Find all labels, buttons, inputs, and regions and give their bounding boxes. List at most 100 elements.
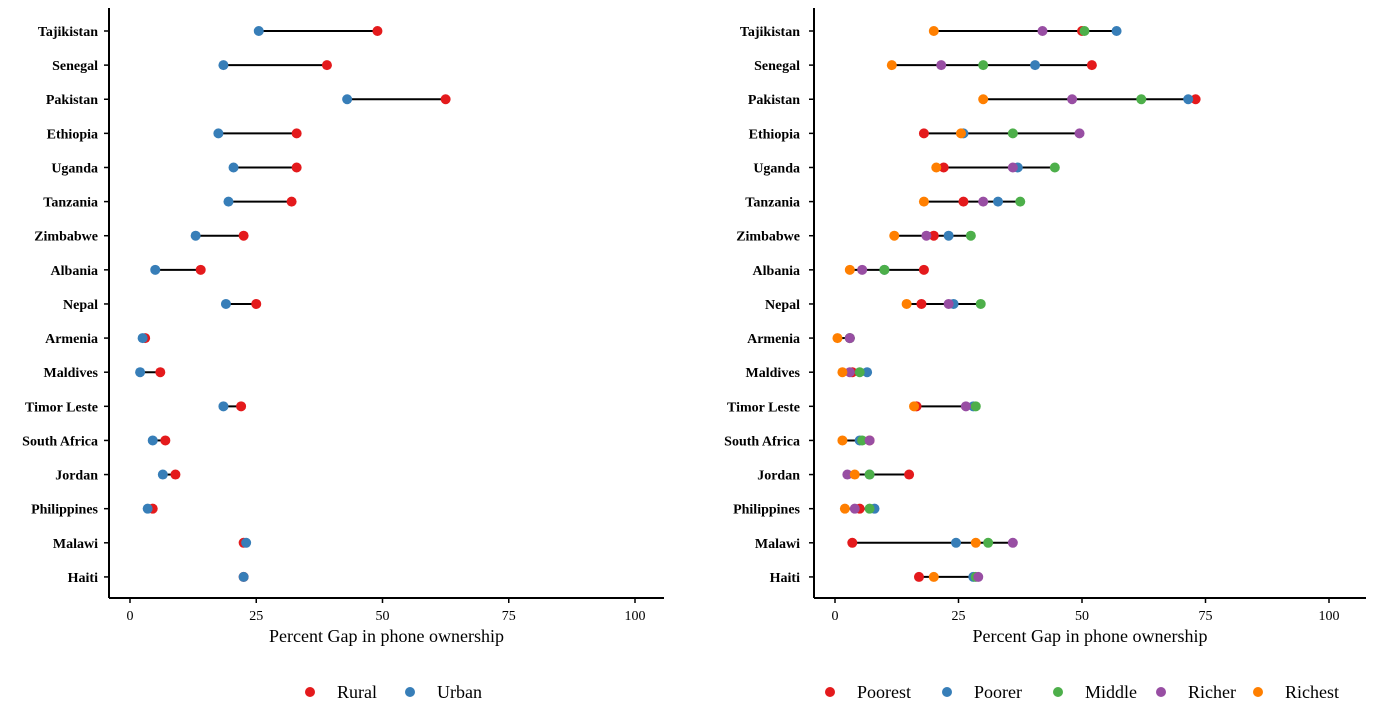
- point-richer: [857, 264, 868, 275]
- point-urban: [218, 401, 229, 412]
- data-points: [135, 26, 451, 582]
- point-richest: [970, 537, 981, 548]
- point-richest: [901, 298, 912, 309]
- x-tick-label: 100: [625, 609, 646, 624]
- point-urban: [238, 571, 249, 582]
- point-urban: [137, 333, 148, 344]
- legend-marker-urban: [405, 687, 415, 697]
- point-richer: [842, 469, 853, 480]
- point-middle: [975, 298, 986, 309]
- point-poorer: [943, 230, 954, 241]
- point-rural: [251, 298, 262, 309]
- legend-marker-poorest: [825, 687, 835, 697]
- country-label: Malawi: [53, 537, 98, 552]
- point-poorer: [993, 196, 1004, 207]
- country-label: Nepal: [63, 298, 98, 313]
- point-urban: [190, 230, 201, 241]
- point-urban: [218, 60, 229, 71]
- point-middle: [965, 230, 976, 241]
- legend-marker-middle: [1053, 687, 1063, 697]
- point-middle: [983, 537, 994, 548]
- point-rural: [195, 264, 206, 275]
- legend-label-urban: Urban: [437, 682, 482, 702]
- point-poorer: [1183, 94, 1194, 105]
- point-urban: [253, 26, 264, 36]
- country-label: Uganda: [753, 161, 800, 176]
- point-middle: [1015, 196, 1026, 207]
- point-urban: [342, 94, 353, 105]
- point-richest: [849, 469, 860, 480]
- point-poorest: [938, 162, 949, 173]
- x-tick-label: 75: [502, 609, 516, 624]
- point-richer: [960, 401, 971, 412]
- point-richest: [928, 571, 939, 582]
- point-middle: [1079, 26, 1090, 36]
- point-richer: [864, 435, 875, 446]
- x-axis-title: Percent Gap in phone ownership: [269, 626, 504, 646]
- point-poorest: [918, 264, 929, 275]
- point-rural: [236, 401, 247, 412]
- country-label: Timor Leste: [25, 400, 98, 415]
- point-urban: [220, 298, 231, 309]
- legend-label-richer: Richer: [1188, 682, 1236, 702]
- country-label: Jordan: [757, 469, 800, 484]
- point-richest: [931, 162, 942, 173]
- country-label: Jordan: [55, 469, 98, 484]
- country-label: Senegal: [52, 59, 98, 74]
- x-tick-label: 50: [376, 609, 390, 624]
- point-richest: [918, 196, 929, 207]
- point-poorest: [1190, 94, 1201, 105]
- country-label: Uganda: [51, 161, 98, 176]
- x-tick-label: 25: [249, 609, 263, 624]
- point-richest: [844, 264, 855, 275]
- legend-label-richest: Richest: [1285, 682, 1339, 702]
- point-richer: [943, 298, 954, 309]
- point-urban: [157, 469, 168, 480]
- point-middle: [1007, 128, 1018, 139]
- point-urban: [147, 435, 158, 446]
- point-rural: [286, 196, 297, 207]
- legend-marker-poorer: [942, 687, 952, 697]
- legend-marker-richest: [1253, 687, 1263, 697]
- point-richest: [928, 26, 939, 36]
- point-middle: [1049, 162, 1060, 173]
- legend: Poorest Poorer Middle Richer Richest: [825, 682, 1339, 702]
- country-label: Senegal: [754, 59, 800, 74]
- country-label: Albania: [753, 264, 800, 279]
- point-poorest: [847, 537, 858, 548]
- point-urban: [213, 128, 224, 139]
- country-label: Malawi: [755, 537, 800, 552]
- point-rural: [440, 94, 451, 105]
- legend: Rural Urban: [305, 682, 482, 702]
- axes: 0 25 50 75 100 Tajikistan Senegal Pakistan Ethio…: [724, 8, 1366, 624]
- axes: 0 25 50 75 100 Tajikistan Senegal Pakistan Ethio…: [22, 8, 664, 624]
- x-tick-label: 100: [1319, 609, 1340, 624]
- point-rural: [170, 469, 181, 480]
- legend-marker-rural: [305, 687, 315, 697]
- country-label: Zimbabwe: [736, 230, 800, 245]
- country-label: Tanzania: [745, 196, 800, 211]
- point-rural: [155, 367, 166, 378]
- country-label: Armenia: [45, 332, 98, 347]
- panel-by-location: 0 25 50 75 100 Tajikistan Senegal Pakistan Ethio…: [22, 8, 664, 702]
- country-label: Pakistan: [46, 93, 98, 108]
- country-label: Philippines: [31, 503, 98, 518]
- point-rural: [372, 26, 383, 36]
- legend-marker-richer: [1156, 687, 1166, 697]
- point-middle: [1136, 94, 1147, 105]
- country-label: Albania: [51, 264, 98, 279]
- panel-by-wealth: 0 25 50 75 100 Tajikistan Senegal Pakistan Ethio…: [724, 8, 1366, 702]
- country-label: Maldives: [44, 366, 99, 381]
- x-tick-label: 50: [1075, 609, 1089, 624]
- point-poorer: [862, 367, 873, 378]
- point-middle: [970, 401, 981, 412]
- point-richest: [839, 503, 850, 514]
- point-richest: [978, 94, 989, 105]
- point-urban: [228, 162, 239, 173]
- country-label: Tajikistan: [38, 25, 98, 40]
- point-richer: [844, 333, 855, 344]
- country-label: Tanzania: [43, 196, 98, 211]
- legend-label-middle: Middle: [1085, 682, 1137, 702]
- country-label: Haiti: [68, 571, 98, 586]
- point-middle: [864, 503, 875, 514]
